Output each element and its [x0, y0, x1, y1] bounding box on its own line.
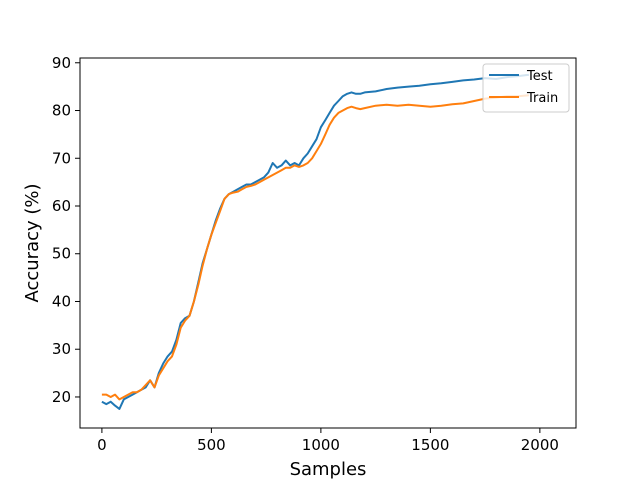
- series-layer: [101, 73, 530, 410]
- y-axis-label: Accuracy (%): [22, 183, 43, 302]
- legend: Test Train: [482, 63, 570, 113]
- y-tick-label: 20: [52, 388, 71, 406]
- x-tick-label: 2000: [521, 436, 559, 454]
- y-tick-label: 90: [52, 54, 71, 72]
- y-tick-label: 70: [52, 149, 71, 167]
- y-tick-label: 30: [52, 340, 71, 358]
- legend-label-test: Test: [526, 69, 553, 84]
- tick-layer: 0 500 1000 1500 2000 20 30 40 50 60 70 80 90: [52, 54, 559, 454]
- y-tick-label: 40: [52, 292, 71, 310]
- x-axis-label: Samples: [290, 459, 367, 480]
- series-line-test: [101, 73, 530, 410]
- legend-label-train: Train: [526, 91, 558, 106]
- x-tick-label: 500: [197, 436, 226, 454]
- x-tick-label: 1000: [302, 436, 340, 454]
- y-tick-label: 60: [52, 197, 71, 215]
- x-tick-label: 1500: [411, 436, 449, 454]
- x-tick-label: 0: [97, 436, 107, 454]
- plot-area-frame: [79, 57, 577, 429]
- y-tick-label: 50: [52, 245, 71, 263]
- y-tick-label: 80: [52, 102, 71, 120]
- series-line-train: [101, 94, 529, 401]
